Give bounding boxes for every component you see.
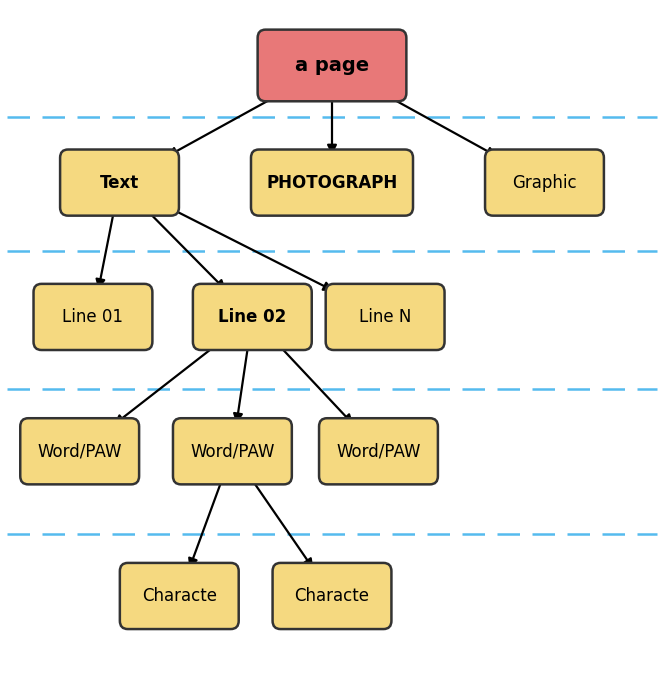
Text: Word/PAW: Word/PAW: [336, 442, 421, 460]
Text: Word/PAW: Word/PAW: [37, 442, 122, 460]
Text: Word/PAW: Word/PAW: [190, 442, 275, 460]
Text: Line 01: Line 01: [62, 308, 124, 326]
FancyBboxPatch shape: [251, 150, 413, 216]
FancyBboxPatch shape: [193, 284, 312, 350]
FancyBboxPatch shape: [258, 30, 406, 101]
FancyBboxPatch shape: [319, 418, 438, 484]
FancyBboxPatch shape: [60, 150, 179, 216]
FancyBboxPatch shape: [325, 284, 445, 350]
Text: Text: Text: [100, 174, 139, 192]
FancyBboxPatch shape: [120, 563, 239, 629]
Text: a page: a page: [295, 56, 369, 75]
Text: Characte: Characte: [142, 587, 216, 605]
FancyBboxPatch shape: [34, 284, 153, 350]
Text: Characte: Characte: [295, 587, 369, 605]
Text: Line 02: Line 02: [218, 308, 286, 326]
Text: Line N: Line N: [359, 308, 411, 326]
FancyBboxPatch shape: [485, 150, 604, 216]
Text: Graphic: Graphic: [512, 174, 577, 192]
FancyBboxPatch shape: [273, 563, 391, 629]
FancyBboxPatch shape: [173, 418, 292, 484]
FancyBboxPatch shape: [20, 418, 139, 484]
Text: PHOTOGRAPH: PHOTOGRAPH: [266, 174, 398, 192]
